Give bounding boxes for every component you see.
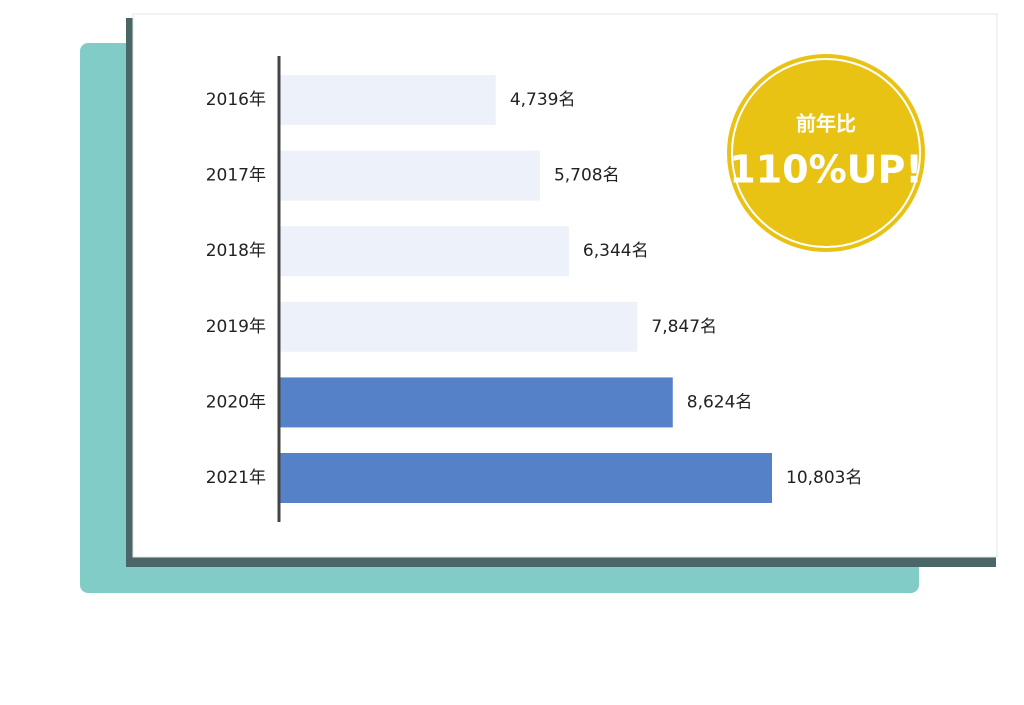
bar [280, 453, 772, 503]
bar [280, 150, 540, 201]
badge-caption: 前年比 [796, 112, 856, 136]
badge-outer [727, 54, 925, 252]
category-label: 2020年 [206, 392, 266, 412]
bar [280, 75, 496, 125]
value-label: 7,847名 [651, 317, 717, 337]
category-label: 2021年 [206, 468, 266, 488]
category-label: 2017年 [206, 166, 266, 186]
badge-headline: 110%UP! [729, 148, 922, 192]
value-label: 5,708名 [554, 166, 620, 186]
value-label: 8,624名 [687, 392, 753, 412]
badge-ring [731, 58, 921, 248]
value-label: 10,803名 [786, 468, 862, 488]
value-label: 6,344名 [583, 241, 649, 261]
bar [280, 301, 638, 352]
category-label: 2018年 [206, 241, 266, 261]
value-label: 4,739名 [510, 90, 576, 110]
bar [280, 377, 673, 428]
category-label: 2019年 [206, 317, 266, 337]
category-label: 2016年 [206, 90, 266, 110]
bar [280, 226, 569, 277]
